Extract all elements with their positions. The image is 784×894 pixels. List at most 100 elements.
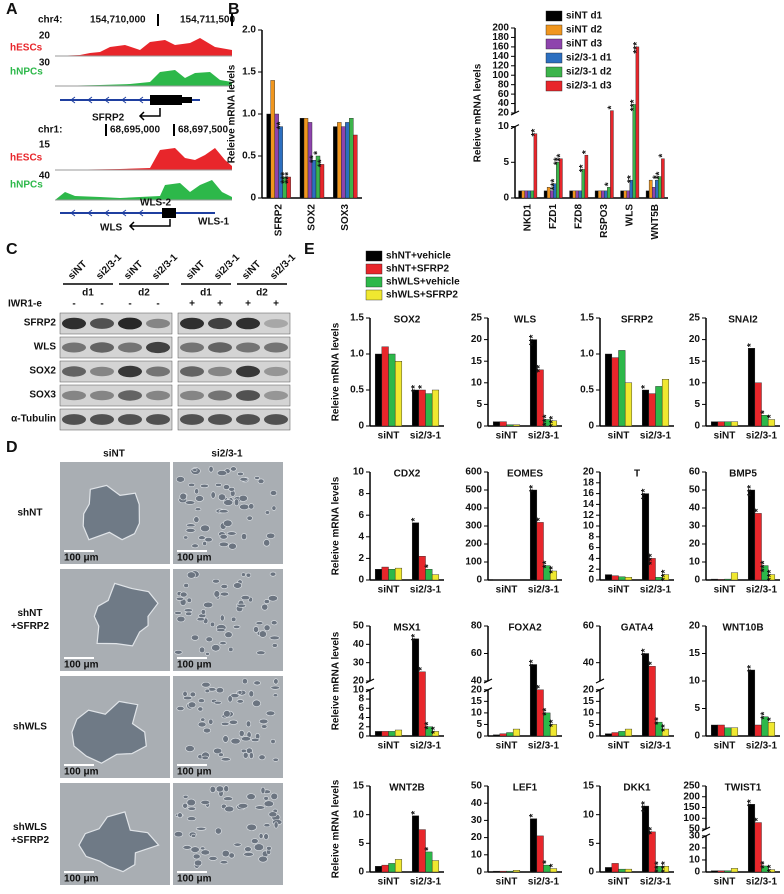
y-tick-label: 80 bbox=[471, 621, 483, 632]
cell bbox=[263, 833, 269, 840]
blot-band bbox=[146, 318, 170, 329]
cell bbox=[190, 634, 200, 641]
cell bbox=[197, 721, 207, 728]
y-tick-label: 0 bbox=[503, 193, 509, 204]
cell bbox=[226, 531, 237, 536]
scale-bar-label: 100 μm bbox=[177, 874, 212, 885]
y-tick-label: 40 bbox=[689, 503, 701, 514]
y-tick-label: 10 bbox=[471, 708, 483, 719]
coord: 68,697,500 bbox=[178, 125, 228, 136]
significance: * bbox=[541, 860, 552, 864]
coord: 68,695,000 bbox=[110, 125, 160, 136]
cell bbox=[219, 614, 225, 622]
cell bbox=[233, 842, 242, 847]
bar bbox=[624, 868, 633, 873]
bar bbox=[278, 126, 283, 199]
x-tick-label: si2/3-1 bbox=[746, 431, 778, 442]
y-tick-label: 10 bbox=[689, 557, 701, 568]
cell bbox=[228, 542, 237, 550]
significance: ** bbox=[548, 719, 559, 727]
significance: * bbox=[581, 150, 592, 154]
bar bbox=[626, 190, 630, 199]
panel-label: E bbox=[304, 241, 315, 258]
bar bbox=[575, 190, 579, 199]
bar bbox=[536, 835, 544, 873]
cell bbox=[242, 752, 249, 759]
y-tick-label: 10 bbox=[471, 849, 483, 860]
y-tick-label: 15 bbox=[689, 356, 701, 367]
bar bbox=[266, 113, 271, 199]
cell bbox=[189, 691, 196, 698]
bar bbox=[597, 190, 602, 199]
y-tick-label: 180 bbox=[492, 32, 509, 43]
y-tick-label: 0.5 bbox=[350, 385, 364, 396]
y-tick-label: 20 bbox=[353, 676, 365, 687]
x-tick-label: si2/3-1 bbox=[528, 877, 560, 888]
cell bbox=[223, 796, 234, 801]
bar bbox=[618, 731, 626, 737]
blot-strip bbox=[177, 360, 291, 383]
cell bbox=[220, 757, 231, 762]
treatment-sign: + bbox=[189, 299, 195, 310]
bar bbox=[648, 179, 653, 199]
significance: ** bbox=[309, 155, 320, 163]
bar bbox=[556, 162, 560, 199]
blot-band bbox=[208, 342, 232, 353]
cell bbox=[186, 597, 192, 603]
cell bbox=[263, 599, 270, 604]
cell bbox=[204, 688, 210, 694]
blot-band bbox=[180, 390, 204, 401]
bar bbox=[648, 831, 656, 873]
significance: *** bbox=[653, 861, 664, 873]
bar bbox=[607, 187, 611, 199]
chart-title: WNT10B bbox=[722, 623, 763, 634]
bar bbox=[492, 421, 501, 427]
colony bbox=[71, 700, 147, 764]
cell bbox=[195, 826, 207, 831]
significance: * bbox=[603, 182, 614, 186]
x-tick-label: siNT bbox=[714, 741, 736, 752]
bar bbox=[431, 574, 440, 581]
significance: * bbox=[417, 667, 428, 671]
bar bbox=[506, 732, 514, 737]
y-tick-label: 100 bbox=[683, 813, 700, 824]
significance: * bbox=[548, 863, 559, 867]
bar bbox=[610, 110, 614, 199]
chart-title: SFRP2 bbox=[621, 315, 654, 326]
legend-swatch bbox=[545, 24, 563, 36]
x-tick-label: SOX2 bbox=[307, 204, 318, 231]
legend-label: shWLS+SFRP2 bbox=[386, 290, 458, 301]
cell bbox=[204, 537, 213, 543]
cell bbox=[209, 785, 216, 793]
bar bbox=[632, 104, 637, 199]
y-tick-label: 30 bbox=[689, 521, 701, 532]
y-tick-label: 100 bbox=[465, 557, 482, 568]
significance: ** bbox=[530, 129, 541, 137]
blot-band bbox=[146, 366, 170, 377]
bar bbox=[611, 863, 619, 873]
y-tick-label: 0 bbox=[588, 421, 594, 432]
bar bbox=[717, 870, 725, 873]
significance: *** bbox=[746, 485, 757, 497]
cell bbox=[270, 739, 276, 744]
track-scale: 40 bbox=[39, 171, 51, 182]
cell bbox=[219, 534, 228, 540]
blot-band bbox=[118, 365, 142, 378]
blot-strip bbox=[59, 336, 173, 359]
y-tick-label: 60 bbox=[583, 621, 595, 632]
x-tick-label: si2/3-1 bbox=[410, 585, 442, 596]
y-tick-label: 60 bbox=[471, 648, 483, 659]
cell bbox=[255, 621, 264, 626]
y-tick-label: 20 bbox=[471, 832, 483, 843]
y-tick-label: 2 bbox=[588, 564, 594, 575]
bar bbox=[381, 864, 389, 873]
chart-title: T bbox=[634, 469, 640, 480]
cell bbox=[237, 690, 243, 695]
x-tick-label: si2/3-1 bbox=[640, 585, 672, 596]
blot-band bbox=[264, 414, 288, 425]
bar bbox=[543, 190, 548, 199]
significance: ** bbox=[647, 827, 658, 835]
bar bbox=[661, 728, 670, 737]
track-label: hNPCs bbox=[10, 180, 43, 191]
y-axis-label: Releive mRNA levels bbox=[331, 322, 342, 421]
